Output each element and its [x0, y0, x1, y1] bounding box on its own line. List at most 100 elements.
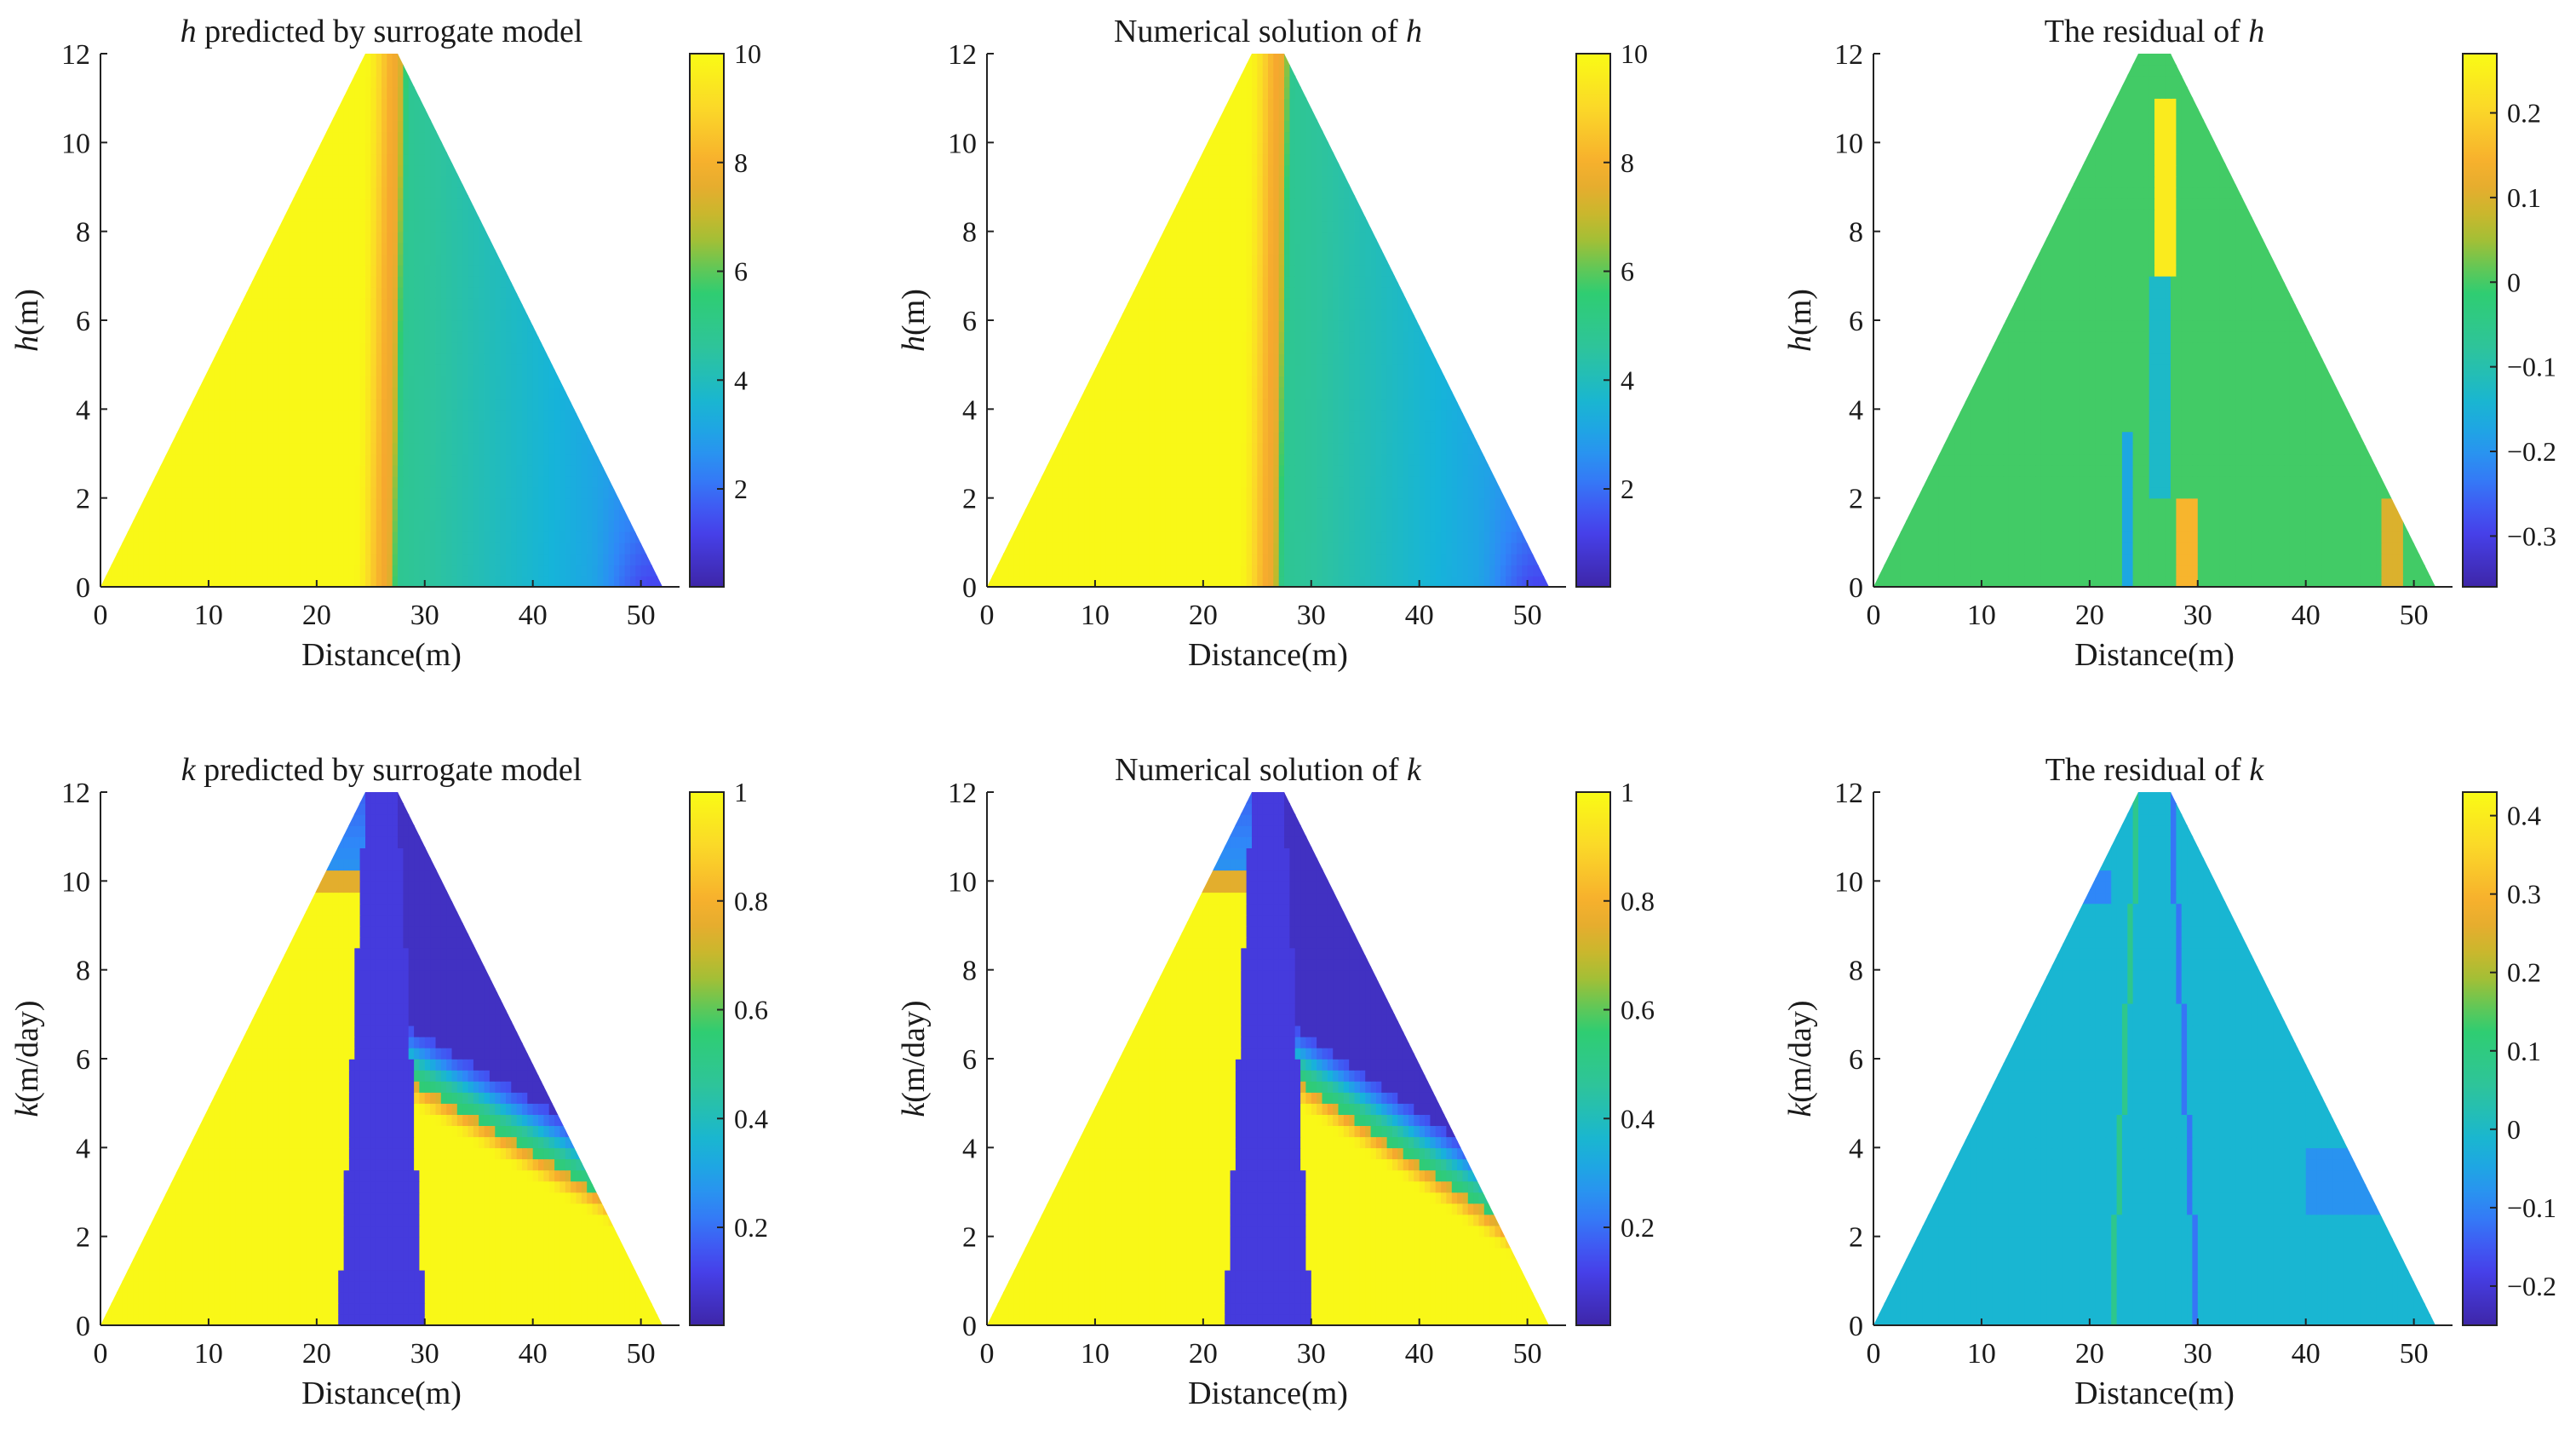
heatmap-cell	[214, 120, 221, 133]
heatmap-cell	[435, 142, 442, 155]
heatmap-cell	[278, 331, 285, 343]
heatmap-cell	[159, 508, 166, 521]
heatmap-cell	[175, 253, 182, 266]
heatmap-cell	[311, 398, 318, 411]
heatmap-cell	[332, 297, 339, 310]
heatmap-cell	[306, 409, 313, 422]
heatmap-cell	[198, 253, 204, 266]
heatmap-cell	[554, 464, 561, 477]
heatmap-cell	[587, 342, 594, 354]
heatmap-cell	[165, 486, 172, 499]
heatmap-cell	[159, 54, 166, 66]
heatmap-cell	[635, 331, 642, 343]
heatmap-cell	[538, 175, 545, 188]
heatmap-cell	[419, 486, 426, 499]
heatmap-cell	[522, 398, 529, 411]
heatmap-cell	[548, 76, 555, 88]
heatmap-cell	[408, 175, 415, 188]
heatmap-cell	[290, 431, 296, 444]
heatmap-cell	[203, 275, 209, 288]
heatmap-cell	[327, 120, 334, 133]
heatmap-cell	[473, 109, 479, 121]
heatmap-cell	[554, 497, 561, 510]
heatmap-cell	[424, 431, 431, 444]
heatmap-cell	[225, 376, 232, 388]
heatmap-cell	[257, 453, 264, 466]
heatmap-cell	[527, 542, 534, 554]
heatmap-cell	[278, 464, 285, 477]
heatmap-cell	[489, 320, 496, 332]
heatmap-cell	[332, 175, 339, 188]
heatmap-cell	[473, 275, 479, 288]
heatmap-cell	[354, 65, 361, 77]
heatmap-cell	[608, 286, 615, 299]
heatmap-cell	[214, 542, 221, 554]
heatmap-cell	[473, 486, 479, 499]
heatmap-cell	[382, 286, 388, 299]
heatmap-cell	[592, 309, 599, 321]
heatmap-cell	[133, 508, 140, 521]
heatmap-cell	[495, 353, 502, 365]
heatmap-cell	[619, 164, 626, 177]
heatmap-cell	[267, 464, 274, 477]
heatmap-cell	[181, 175, 188, 188]
heatmap-cell	[398, 297, 404, 310]
heatmap-cell	[522, 431, 529, 444]
heatmap-cell	[646, 198, 653, 210]
heatmap-cell	[565, 564, 571, 577]
heatmap-cell	[327, 164, 334, 177]
heatmap-cell	[468, 65, 474, 77]
heatmap-cell	[629, 331, 636, 343]
heatmap-cell	[382, 475, 388, 488]
heatmap-cell	[165, 187, 172, 199]
heatmap-cell	[581, 398, 588, 411]
heatmap-cell	[246, 198, 253, 210]
heatmap-cell	[516, 353, 523, 365]
heatmap-cell	[267, 198, 274, 210]
heatmap-cell	[327, 542, 334, 554]
heatmap-cell	[608, 475, 615, 488]
heatmap-cell	[241, 365, 248, 376]
heatmap-cell	[489, 131, 496, 144]
heatmap-cell	[376, 553, 382, 566]
heatmap-cell	[343, 54, 350, 66]
heatmap-cell	[290, 309, 296, 321]
heatmap-cell	[165, 576, 172, 587]
heatmap-cell	[295, 342, 301, 354]
heatmap-cell	[117, 453, 123, 466]
heatmap-cell	[495, 187, 502, 199]
heatmap-cell	[408, 520, 415, 532]
heatmap-cell	[138, 497, 145, 510]
heatmap-cell	[435, 120, 442, 133]
heatmap-cell	[230, 542, 237, 554]
heatmap-cell	[278, 264, 285, 277]
heatmap-cell	[387, 153, 393, 166]
heatmap-cell	[343, 320, 350, 332]
heatmap-cell	[219, 331, 226, 343]
heatmap-cell	[543, 420, 550, 433]
heatmap-cell	[170, 76, 177, 88]
heatmap-cell	[332, 365, 339, 376]
heatmap-cell	[219, 376, 226, 388]
heatmap-cell	[571, 520, 577, 532]
heatmap-cell	[295, 209, 301, 221]
heatmap-cell	[241, 275, 248, 288]
heatmap-cell	[414, 331, 421, 343]
heatmap-cell	[348, 231, 355, 244]
heatmap-cell	[462, 242, 469, 255]
heatmap-cell	[198, 520, 204, 532]
heatmap-cell	[543, 264, 550, 277]
heatmap-cell	[554, 576, 561, 587]
heatmap-cell	[262, 54, 269, 66]
heatmap-cell	[527, 87, 534, 99]
heatmap-cell	[300, 153, 307, 166]
heatmap-cell	[479, 531, 485, 543]
heatmap-cell	[500, 365, 507, 376]
heatmap-cell	[181, 497, 188, 510]
heatmap-cell	[175, 297, 182, 310]
heatmap-cell	[306, 342, 313, 354]
heatmap-cell	[651, 442, 658, 455]
heatmap-cell	[548, 175, 555, 188]
heatmap-cell	[484, 253, 491, 266]
heatmap-cell	[543, 142, 550, 155]
